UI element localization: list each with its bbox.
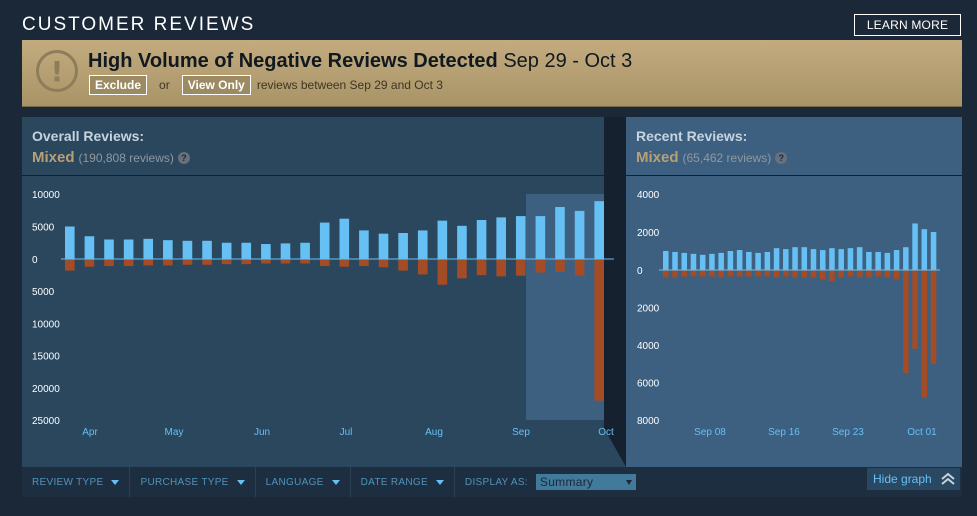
overall-reviews-panel: Overall Reviews: Mixed (190,808 reviews)… xyxy=(22,117,626,467)
negative-review-alert: ! High Volume of Negative Reviews Detect… xyxy=(22,40,962,107)
help-icon[interactable]: ? xyxy=(775,151,788,164)
exclude-button[interactable]: Exclude xyxy=(89,75,148,95)
recent-score: Mixed xyxy=(636,149,679,166)
purchase-type-filter[interactable]: PURCHASE TYPE xyxy=(130,467,256,497)
overall-title: Overall Reviews: xyxy=(32,128,145,144)
exclamation-icon: ! xyxy=(36,50,78,92)
caret-down-icon xyxy=(435,479,444,485)
section-title: CUSTOMER REVIEWS xyxy=(22,14,256,35)
display-as-select[interactable]: Summary xyxy=(535,474,636,490)
review-type-filter[interactable]: REVIEW TYPE xyxy=(22,467,131,497)
double-chevron-up-icon xyxy=(941,472,955,485)
display-as-label: DISPLAY AS: xyxy=(464,476,528,488)
review-type-label: REVIEW TYPE xyxy=(32,476,104,488)
caret-down-icon xyxy=(236,479,245,485)
overall-count: (190,808 reviews) xyxy=(78,150,174,165)
language-label: LANGUAGE xyxy=(265,476,324,488)
display-as-filter: DISPLAY AS: Summary xyxy=(455,474,646,490)
recent-reviews-panel: Recent Reviews: Mixed (65,462 reviews) ? xyxy=(626,117,962,467)
review-filter-bar: REVIEW TYPE PURCHASE TYPE LANGUAGE DATE … xyxy=(22,467,962,497)
date-range-label: DATE RANGE xyxy=(360,476,428,488)
hide-graph-button[interactable]: Hide graph xyxy=(867,468,960,490)
caret-down-icon xyxy=(111,479,120,485)
alert-actions: Exclude or View Only reviews between Sep… xyxy=(89,75,443,95)
recent-title: Recent Reviews: xyxy=(636,128,748,144)
recent-count: (65,462 reviews) xyxy=(682,150,772,165)
overall-score: Mixed xyxy=(32,149,75,166)
caret-down-icon xyxy=(331,479,340,485)
alert-suffix: reviews between Sep 29 and Oct 3 xyxy=(256,78,443,92)
language-filter[interactable]: LANGUAGE xyxy=(256,467,351,497)
alert-title-dates: Sep 29 - Oct 3 xyxy=(503,50,633,72)
hide-graph-label: Hide graph xyxy=(873,472,932,486)
view-only-button[interactable]: View Only xyxy=(181,75,251,95)
date-range-filter[interactable]: DATE RANGE xyxy=(351,467,455,497)
caret-down-icon xyxy=(625,479,632,485)
panel-divider xyxy=(626,175,962,176)
purchase-type-label: PURCHASE TYPE xyxy=(140,476,229,488)
display-as-value: Summary xyxy=(539,475,594,489)
panel-divider xyxy=(22,175,626,176)
alert-title: High Volume of Negative Reviews Detected… xyxy=(88,50,632,73)
learn-more-button[interactable]: LEARN MORE xyxy=(854,14,961,36)
help-icon[interactable]: ? xyxy=(177,151,190,164)
or-text: or xyxy=(159,78,170,92)
alert-title-main: High Volume of Negative Reviews Detected xyxy=(88,50,498,72)
